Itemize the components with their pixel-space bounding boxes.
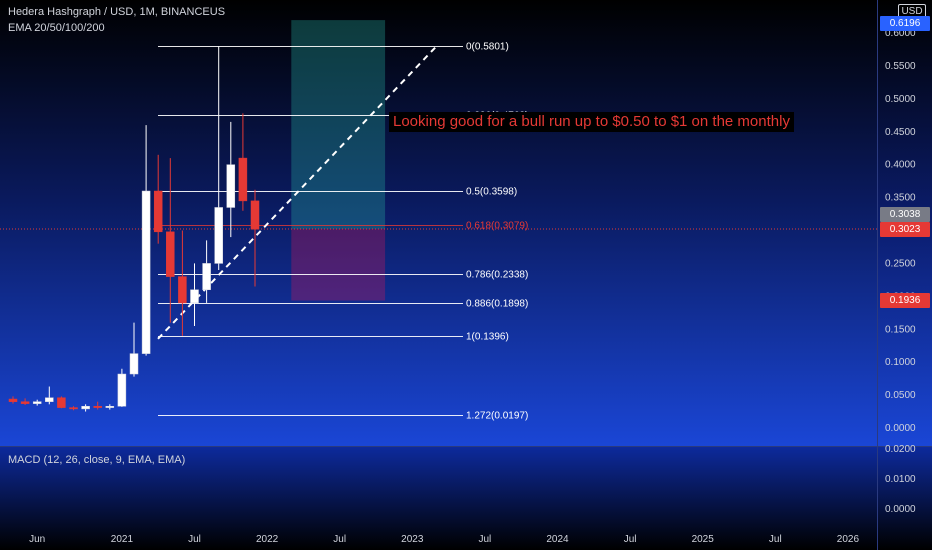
macd-indicator-label[interactable]: MACD (12, 26, close, 9, EMA, EMA) — [8, 454, 186, 466]
candle-body — [93, 406, 102, 408]
candle-body — [45, 397, 54, 402]
candle-body — [20, 401, 30, 404]
price-badge-stop: 0.1936 — [880, 293, 930, 308]
candle-body — [81, 406, 90, 410]
fib-label: 0(0.5801) — [466, 42, 509, 53]
candle-body — [166, 231, 175, 277]
y-tick-label: 0.2500 — [885, 258, 916, 269]
x-tick-label: Jul — [479, 534, 492, 545]
fib-label: 0.618(0.3079) — [466, 221, 528, 232]
x-tick-label: Jul — [624, 534, 637, 545]
fib-label: 0.5(0.3598) — [466, 187, 517, 198]
ema-indicator-label[interactable]: EMA 20/50/100/200 — [8, 22, 105, 34]
fib-label: 1.272(0.0197) — [466, 411, 528, 422]
y-tick-label: 0.4500 — [885, 127, 916, 138]
candle-body — [214, 207, 223, 264]
macd-tick-label: 0.0000 — [885, 504, 916, 515]
y-tick-label: 0.0000 — [885, 423, 916, 434]
x-tick-label: Jul — [333, 534, 346, 545]
candle-body — [69, 407, 78, 410]
stop-zone — [291, 228, 386, 301]
y-tick-label: 0.3500 — [885, 193, 916, 204]
x-tick-label: Jun — [29, 534, 45, 545]
price-badge-target: 0.6196 — [880, 16, 930, 31]
symbol-title: Hedera Hashgraph / USD, 1M, BINANCEUS — [8, 6, 226, 18]
x-tick-label: 2022 — [256, 534, 279, 545]
y-tick-label: 0.1000 — [885, 357, 916, 368]
candle-body — [117, 373, 127, 407]
fib-label: 1(0.1396) — [466, 332, 509, 343]
candle-body — [32, 401, 42, 404]
candle-body — [105, 406, 115, 408]
chart-annotation[interactable]: Looking good for a bull run up to $0.50 … — [389, 112, 794, 132]
macd-tick-label: 0.0200 — [885, 444, 916, 455]
price-badge-entry: 0.3023 — [880, 222, 930, 237]
y-tick-label: 0.5500 — [885, 61, 916, 72]
x-tick-label: 2024 — [546, 534, 569, 545]
candle-body — [8, 398, 18, 402]
candle-body — [238, 157, 248, 202]
y-tick-label: 0.4000 — [885, 160, 916, 171]
macd-tick-label: 0.0100 — [885, 474, 916, 485]
trendline — [157, 45, 438, 340]
candle-body — [57, 397, 66, 408]
fib-label: 0.886(0.1898) — [466, 299, 528, 310]
y-tick-label: 0.1500 — [885, 324, 916, 335]
candle-body — [250, 200, 260, 230]
candle-body — [129, 353, 139, 375]
fib-label: 0.786(0.2338) — [466, 270, 528, 281]
x-tick-label: 2023 — [401, 534, 424, 545]
x-tick-label: Jul — [769, 534, 782, 545]
y-tick-label: 0.6000 — [885, 28, 916, 39]
price-badge-last: 0.3038 — [880, 207, 930, 222]
target-zone — [291, 20, 386, 229]
y-tick-label: 0.5000 — [885, 94, 916, 105]
candle-body — [226, 164, 236, 208]
candle-body — [190, 289, 199, 304]
x-tick-label: 2025 — [692, 534, 715, 545]
candle-body — [153, 190, 163, 233]
candle-body — [141, 190, 151, 354]
x-tick-label: 2021 — [111, 534, 134, 545]
x-tick-label: 2026 — [837, 534, 860, 545]
x-tick-label: Jul — [188, 534, 201, 545]
y-tick-label: 0.0500 — [885, 390, 916, 401]
candle-body — [202, 263, 211, 291]
candle-body — [178, 276, 187, 304]
